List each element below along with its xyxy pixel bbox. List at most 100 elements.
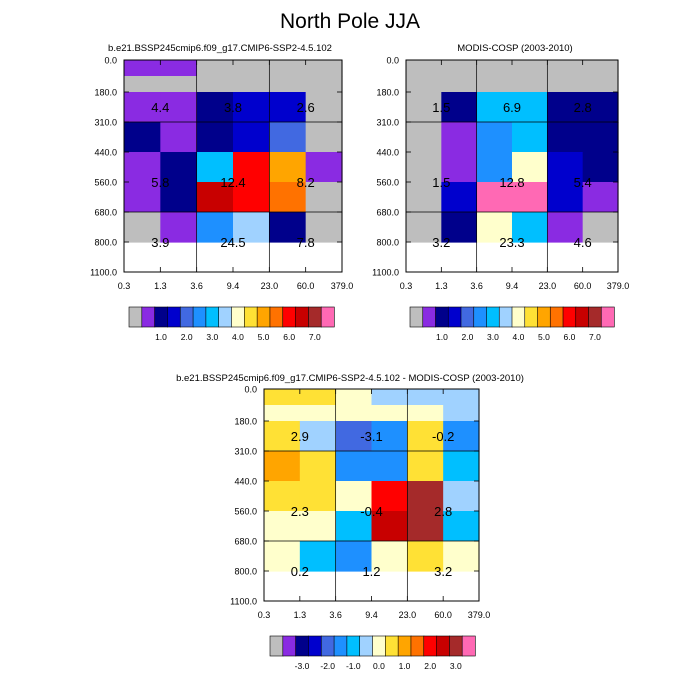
colorbar-swatch xyxy=(320,306,335,328)
heatmap-cell xyxy=(124,76,161,93)
colorbar-swatch xyxy=(218,306,233,328)
heatmap-cell xyxy=(512,60,548,77)
x-tick-label: 379.0 xyxy=(607,281,630,291)
heatmap-cell xyxy=(441,60,478,77)
colorbar-swatch xyxy=(449,635,463,657)
heatmap-cell xyxy=(371,541,408,572)
x-tick-label: 9.4 xyxy=(365,610,378,620)
heatmap-cell xyxy=(124,122,161,153)
y-tick-label: 680.0 xyxy=(234,537,257,547)
heatmap-cell xyxy=(476,122,513,153)
heatmap-cell xyxy=(582,182,619,213)
heatmap-cell xyxy=(371,405,408,422)
heatmap-cell xyxy=(124,92,161,123)
heatmap-cell xyxy=(547,182,584,213)
y-tick-label: 800.0 xyxy=(234,567,257,577)
heatmap-cell xyxy=(299,541,337,572)
colorbar-label: -2.0 xyxy=(320,661,335,671)
heatmap-cell xyxy=(512,182,548,213)
heatmap-cell xyxy=(406,152,442,183)
heatmap-cell xyxy=(547,152,584,183)
data-label: -0.2 xyxy=(432,429,454,444)
colorbar-label: 6.0 xyxy=(283,332,295,342)
colorbar-swatch xyxy=(308,306,322,328)
heatmap-cell xyxy=(264,541,301,572)
colorbar-swatch xyxy=(128,306,143,328)
heatmap-cell xyxy=(443,481,480,512)
data-label: -0.4 xyxy=(360,504,382,519)
heatmap-cell xyxy=(547,92,584,123)
y-tick-label: 800.0 xyxy=(376,238,399,248)
colorbar: 1.0 2.0 3.0 4.0 5.0 6.0 7.0 xyxy=(128,306,335,342)
heatmap-cell xyxy=(233,92,270,123)
x-tick-label: 379.0 xyxy=(331,281,354,291)
colorbar-label: 2.0 xyxy=(181,332,193,342)
heatmap-cell xyxy=(264,511,301,542)
heatmap-cell xyxy=(335,451,373,482)
heatmap-cell xyxy=(371,481,408,512)
heatmap-cell xyxy=(547,212,584,243)
heatmap-cell xyxy=(124,60,161,77)
data-label: 8.2 xyxy=(297,175,315,190)
heatmap-cell xyxy=(196,122,234,153)
colorbar-swatch xyxy=(575,306,590,328)
heatmap-cell xyxy=(160,212,198,243)
heatmap-cell xyxy=(335,405,373,422)
colorbar-swatch xyxy=(423,635,438,657)
heatmap-cell xyxy=(264,481,301,512)
heatmap-cell xyxy=(371,451,408,482)
x-tick-label: 3.6 xyxy=(190,281,203,291)
y-tick-label: 440.0 xyxy=(94,148,117,158)
colorbar-label: 1.0 xyxy=(436,332,448,342)
y-tick-label: 800.0 xyxy=(94,238,117,248)
heatmap-cell xyxy=(299,451,337,482)
heatmap-cell xyxy=(305,76,343,93)
y-tick-label: 1100.0 xyxy=(230,597,257,607)
data-label: 2.8 xyxy=(434,504,452,519)
x-tick-label: 1.3 xyxy=(435,281,448,291)
y-tick-label: 560.0 xyxy=(94,178,117,188)
colorbar-swatch xyxy=(282,306,297,328)
heatmap-cell xyxy=(264,451,301,482)
heatmap-cell xyxy=(582,60,619,77)
heatmap-cell xyxy=(264,389,301,406)
heatmap-cell xyxy=(582,152,619,183)
heatmap-cell xyxy=(299,389,337,406)
heatmap-cell xyxy=(476,212,513,243)
panel-1-title: b.e21.BSSP245cmip6.f09_g17.CMIP6-SSP2-4.… xyxy=(108,43,332,54)
heatmap-cell xyxy=(196,182,234,213)
colorbar-swatch xyxy=(167,306,181,328)
x-tick-label: 23.0 xyxy=(539,281,557,291)
colorbar-label: 3.0 xyxy=(487,332,499,342)
heatmap-cell xyxy=(406,92,442,123)
colorbar-label: 6.0 xyxy=(563,332,575,342)
heatmap-cell xyxy=(196,152,234,183)
x-tick-label: 60.0 xyxy=(434,610,452,620)
colorbar-swatch xyxy=(422,306,437,328)
heatmap-cell xyxy=(512,76,548,93)
heatmap-cell xyxy=(371,389,408,406)
heatmap-cell xyxy=(476,60,513,77)
heatmap-cell xyxy=(582,92,619,123)
colorbar-label: 2.0 xyxy=(424,661,436,671)
colorbar-label: 4.0 xyxy=(512,332,524,342)
colorbar-swatch xyxy=(385,635,399,657)
heatmap-cell xyxy=(441,152,478,183)
heatmap-cell xyxy=(371,511,408,542)
heatmap-cell xyxy=(407,481,444,512)
data-label: 2.3 xyxy=(291,504,309,519)
data-label: -3.1 xyxy=(360,429,382,444)
heatmap-cell xyxy=(476,92,513,123)
heatmap-cell xyxy=(264,405,301,422)
heatmap-cell xyxy=(233,76,270,93)
colorbar-swatch xyxy=(537,306,551,328)
colorbar-swatch xyxy=(154,306,169,328)
colorbar-label: 7.0 xyxy=(309,332,321,342)
y-tick-label: 180.0 xyxy=(234,417,257,427)
data-label: 1.5 xyxy=(432,100,450,115)
colorbar-swatch xyxy=(473,306,488,328)
colorbar-swatch xyxy=(447,306,462,328)
colorbar-label: 2.0 xyxy=(461,332,473,342)
heatmap-cell xyxy=(407,389,444,406)
heatmap-cell xyxy=(233,212,270,243)
